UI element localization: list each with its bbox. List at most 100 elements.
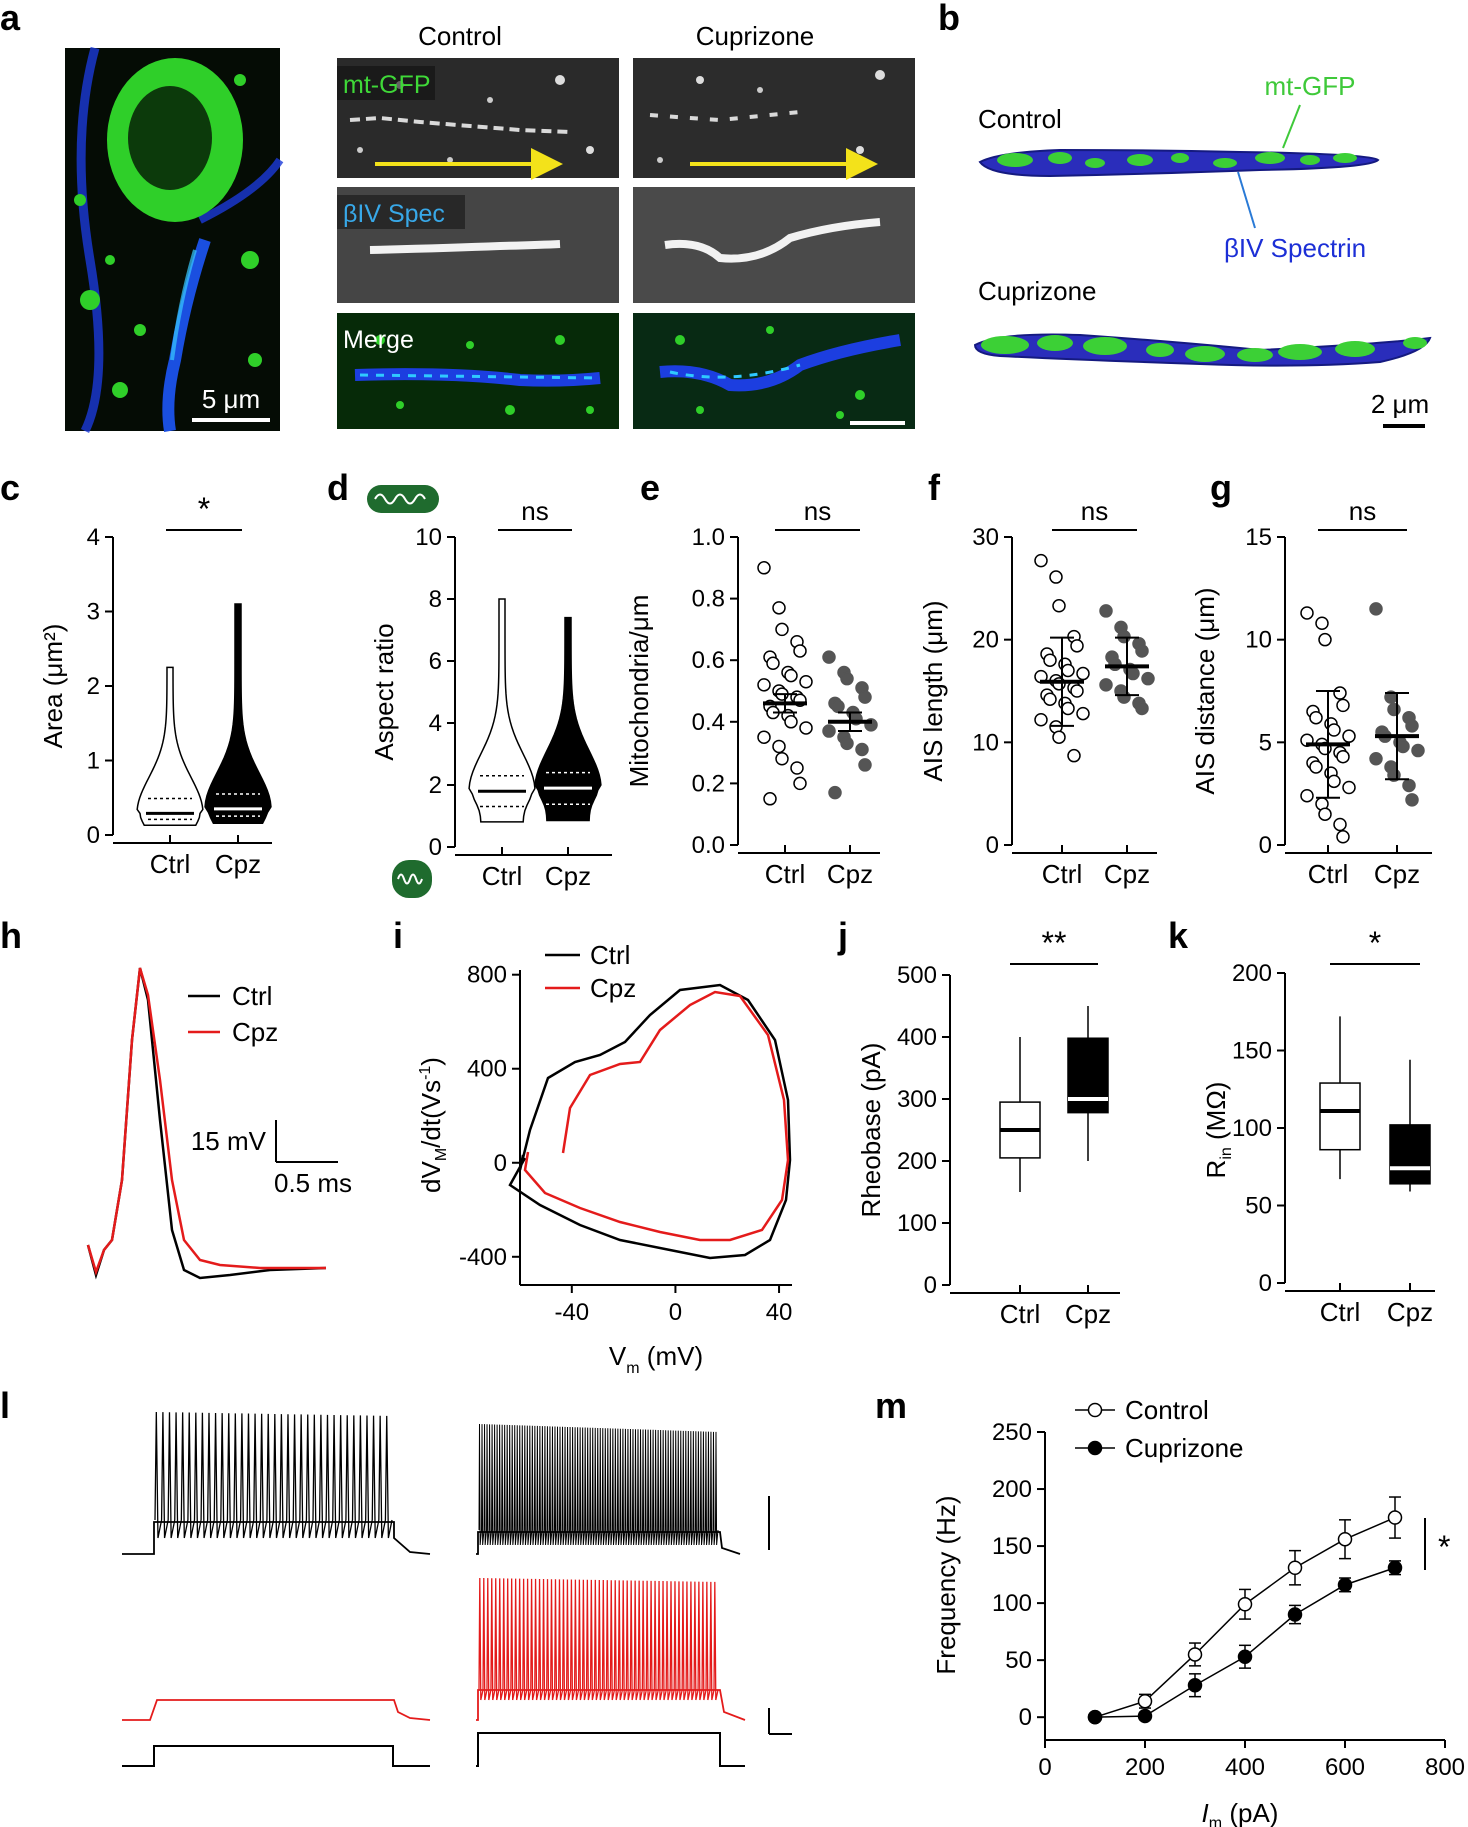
- panel-a-control-header: Control: [418, 21, 502, 51]
- panel-f-ytick-label: 0: [986, 832, 999, 859]
- panel-c-ytick-label: 2: [87, 673, 100, 700]
- panel-letter-k: k: [1168, 915, 1189, 956]
- panel-f-point-ctrl: [1070, 639, 1084, 653]
- panel-e-point-ctrl: [772, 601, 786, 615]
- panel-m-sig-label: *: [1438, 1529, 1450, 1565]
- panel-g-ytick-label: 15: [1245, 524, 1272, 551]
- panel-i-xtick-label: -40: [554, 1299, 589, 1326]
- panel-e-point-ctrl: [775, 622, 789, 637]
- panel-e-sig-label: ns: [804, 496, 831, 526]
- panel-g-point-ctrl: [1327, 723, 1341, 737]
- panel-f-point-ctrl: [1061, 701, 1075, 716]
- panel-d-violin-ctrl: [468, 598, 536, 823]
- panel-k-chart: 0 50 100 150 200 Ctrl Cpz * Rin (MΩ): [1201, 925, 1435, 1327]
- panel-e-ytick-label: 0.6: [692, 647, 725, 674]
- spikes-cpz-high-trace: [478, 1577, 719, 1701]
- elongated-mitochondrion-icon: [367, 485, 439, 513]
- panel-f-point-cpz: [1135, 644, 1149, 658]
- panel-letter-g: g: [1210, 467, 1232, 508]
- panel-c-y-label: Area (μm²): [38, 624, 68, 749]
- panel-m-point-cuprizone: [1187, 1677, 1203, 1693]
- panel-g-ytick-label: 0: [1259, 832, 1272, 859]
- panel-d-xtick-label: Ctrl: [482, 861, 522, 891]
- panel-e-ytick-label: 0.8: [692, 586, 725, 613]
- panel-d-violin-cpz: [534, 616, 602, 822]
- panel-m-legend-marker: [1087, 1402, 1103, 1418]
- panel-m-y-label: Frequency (Hz): [931, 1495, 961, 1674]
- panel-g-point-ctrl: [1342, 729, 1356, 743]
- panel-f-ytick-label: 30: [972, 524, 999, 551]
- panel-k-sig-label: *: [1369, 925, 1381, 961]
- panel-f-sig-label: ns: [1081, 496, 1108, 526]
- panel-letter-f: f: [928, 467, 941, 508]
- panel-a-merge-control: Merge: [337, 313, 619, 429]
- panel-c-ytick-label: 4: [87, 524, 100, 551]
- panel-g-point-cpz: [1369, 602, 1383, 616]
- panel-f-ytick-label: 10: [972, 729, 999, 756]
- panel-l-control-high-spikes: [478, 1423, 719, 1546]
- panel-f-point-ctrl: [1061, 663, 1075, 678]
- panel-m-ytick-label: 100: [992, 1590, 1032, 1617]
- panel-k-ytick-label: 200: [1232, 960, 1272, 987]
- panel-g-point-ctrl: [1327, 774, 1341, 789]
- panel-j-xtick-label: Ctrl: [1000, 1299, 1040, 1329]
- panel-e-point-ctrl: [793, 644, 807, 658]
- panel-g-point-ctrl: [1315, 616, 1329, 630]
- panel-d-chart: 0 2 4 6 8 10 Ctrl Cpz ns Aspect ratio: [369, 496, 612, 891]
- panel-e-point-ctrl: [784, 715, 798, 729]
- panel-c-chart: 0 1 2 3 4 Ctrl Cpz * Area (μm²): [38, 491, 272, 879]
- panel-g-point-cpz: [1411, 743, 1425, 758]
- panel-e-point-ctrl: [763, 792, 777, 806]
- panel-g-point-cpz: [1387, 702, 1401, 717]
- panel-c-xtick-label: Cpz: [215, 849, 261, 879]
- panel-b-spectrin-label: βIV Spectrin: [1224, 233, 1366, 263]
- panel-i-ytick-label: 400: [467, 1056, 507, 1083]
- panel-a-merge-cuprizone: [633, 313, 915, 429]
- panel-m-point-control: [1337, 1531, 1353, 1547]
- panel-m-xtick-label: 600: [1325, 1754, 1365, 1781]
- panel-k-xtick-label: Ctrl: [1320, 1297, 1360, 1327]
- panel-j-ytick-label: 400: [897, 1024, 937, 1051]
- panel-a-mtgfp-cuprizone: [633, 58, 915, 180]
- spikes-ctrl-high-trace: [478, 1423, 719, 1546]
- panel-f-point-ctrl: [1043, 653, 1057, 667]
- panel-f-point-ctrl: [1052, 599, 1066, 613]
- panel-f-xtick-label: Ctrl: [1042, 859, 1082, 889]
- panel-m-xtick-label: 200: [1125, 1754, 1165, 1781]
- panel-e-point-cpz: [831, 699, 845, 714]
- panel-f-point-ctrl: [1076, 666, 1090, 681]
- panel-j-ytick-label: 100: [897, 1210, 937, 1237]
- panel-f-point-ctrl: [1034, 553, 1048, 568]
- panel-j-ytick-label: 500: [897, 962, 937, 989]
- panel-e-point-cpz: [858, 690, 872, 704]
- panel-i-x-label: Vm (mV): [609, 1341, 703, 1377]
- panel-letter-c: c: [0, 467, 20, 508]
- panel-b-mtgfp-label: mt-GFP: [1265, 71, 1356, 101]
- panel-e-point-ctrl: [790, 761, 804, 775]
- panel-f-point-ctrl: [1076, 706, 1090, 721]
- panel-m-point-cuprizone: [1387, 1560, 1403, 1575]
- panel-j-sig-label: **: [1042, 925, 1067, 961]
- panel-l-control-low-spikes: [154, 1411, 393, 1539]
- panel-f-chart: 0 10 20 30 Ctrl Cpz ns AIS length (μm): [918, 496, 1157, 889]
- panel-g-point-cpz: [1369, 752, 1383, 766]
- panel-f-point-cpz: [1141, 671, 1155, 686]
- panel-e-point-ctrl: [772, 739, 786, 754]
- panel-m-point-cuprizone: [1137, 1708, 1153, 1724]
- panel-e-ytick-label: 1.0: [692, 524, 725, 551]
- round-mitochondrion-icon: [392, 860, 432, 898]
- panel-a-biv-cuprizone: [633, 187, 915, 303]
- panel-b-scale-label: 2 μm: [1371, 389, 1429, 419]
- panel-e-point-cpz: [858, 758, 872, 772]
- panel-d-sig-label: ns: [521, 496, 548, 526]
- panel-h-cpz-trace: [86, 967, 326, 1276]
- panel-a-mtgfp-control: mt-GFP: [337, 58, 619, 180]
- panel-m-point-cuprizone: [1287, 1607, 1303, 1622]
- panel-i-cpz-loop: [523, 990, 790, 1242]
- panel-k-ytick-label: 50: [1245, 1193, 1272, 1220]
- panel-l-traces: [122, 1411, 792, 1767]
- panel-c-ytick-label: 0: [87, 822, 100, 849]
- panel-g-point-ctrl: [1300, 788, 1314, 803]
- panel-d-xtick-label: Cpz: [545, 861, 591, 891]
